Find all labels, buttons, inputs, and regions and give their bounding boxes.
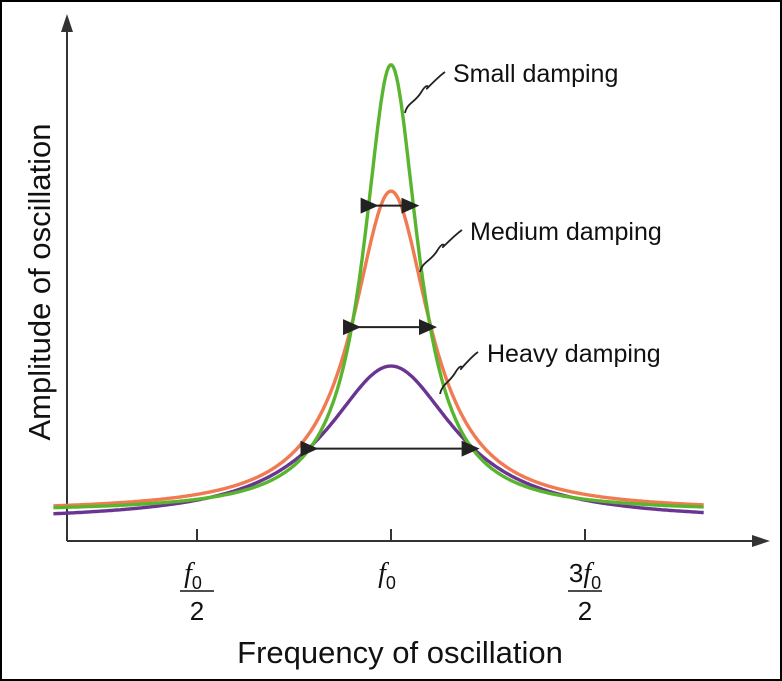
x-tick-denominator: 2 bbox=[578, 596, 592, 626]
x-tick-numerator: 3f0 bbox=[569, 558, 601, 593]
annotation-leader bbox=[404, 71, 446, 114]
x-tick-numerator: f0 bbox=[378, 558, 396, 593]
curves bbox=[53, 63, 704, 516]
annotation-leader bbox=[439, 351, 479, 395]
x-tick-label: f02 bbox=[180, 558, 214, 626]
annotation-label: Heavy damping bbox=[487, 340, 661, 368]
annotation-label: Small damping bbox=[453, 60, 618, 88]
x-tick-denominator: 2 bbox=[190, 596, 204, 626]
annotation-leader bbox=[419, 229, 463, 273]
annotation-small-damping: Small damping bbox=[404, 60, 618, 114]
series-line-heavy-damping bbox=[53, 364, 704, 516]
width-arrows bbox=[300, 197, 480, 457]
y-axis-label: Amplitude of oscillation bbox=[22, 123, 57, 440]
annotations: Small damping Medium damping Heavy damping bbox=[404, 60, 662, 395]
x-tick-numerator: f0 bbox=[184, 558, 202, 593]
series-line-small-damping bbox=[53, 63, 704, 510]
annotation-label: Medium damping bbox=[470, 218, 662, 246]
x-axis-arrow-icon bbox=[752, 535, 770, 547]
y-axis-arrow-icon bbox=[61, 14, 73, 32]
x-tick-label: f0 bbox=[378, 558, 396, 593]
x-axis-label: Frequency of oscillation bbox=[237, 635, 563, 670]
annotation-heavy-damping: Heavy damping bbox=[439, 340, 661, 395]
annotation-medium-damping: Medium damping bbox=[419, 218, 662, 273]
